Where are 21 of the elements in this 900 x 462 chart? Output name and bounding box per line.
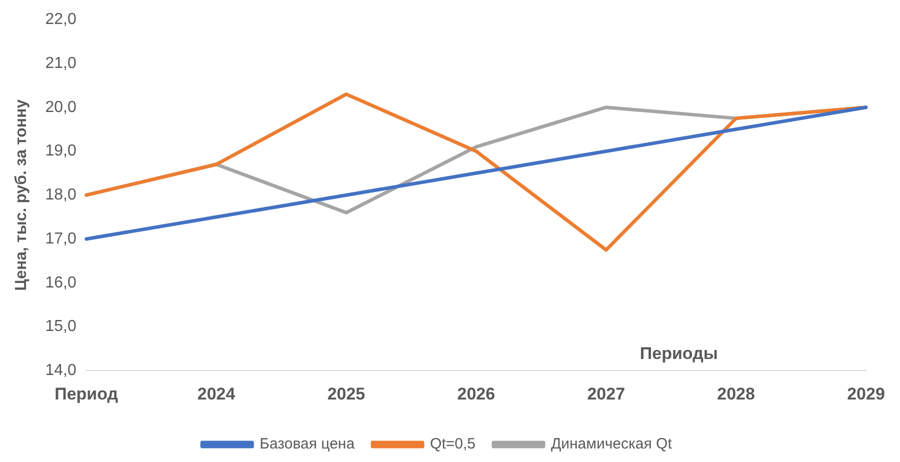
y-tick-label: 15,0	[45, 318, 76, 336]
y-tick-label: 21,0	[45, 54, 76, 72]
y-tick-label: 18,0	[45, 186, 76, 204]
x-tick-label: 2028	[717, 384, 755, 404]
x-tick-label: Период	[54, 384, 118, 404]
x-tick-label: 2026	[457, 384, 496, 404]
legend-label: Динамическая Qt	[550, 436, 673, 453]
x-tick-label: 2029	[847, 384, 885, 404]
legend-label: Базовая цена	[260, 436, 356, 453]
x-tick-label: 2027	[587, 384, 626, 404]
legend-label: Qt=0,5	[430, 436, 476, 453]
y-tick-label: 19,0	[45, 142, 76, 160]
x-tick-label: 2025	[327, 384, 366, 404]
x-tick-label: 2024	[197, 384, 236, 404]
x-axis-title: Периоды	[640, 344, 718, 363]
y-tick-label: 20,0	[45, 98, 76, 116]
y-tick-label: 17,0	[45, 230, 76, 248]
y-tick-label: 14,0	[45, 362, 76, 380]
y-axis-title: Цена, тыс. руб. за тонну	[13, 99, 30, 291]
y-tick-label: 16,0	[45, 274, 76, 292]
y-tick-label: 22,0	[45, 11, 76, 28]
